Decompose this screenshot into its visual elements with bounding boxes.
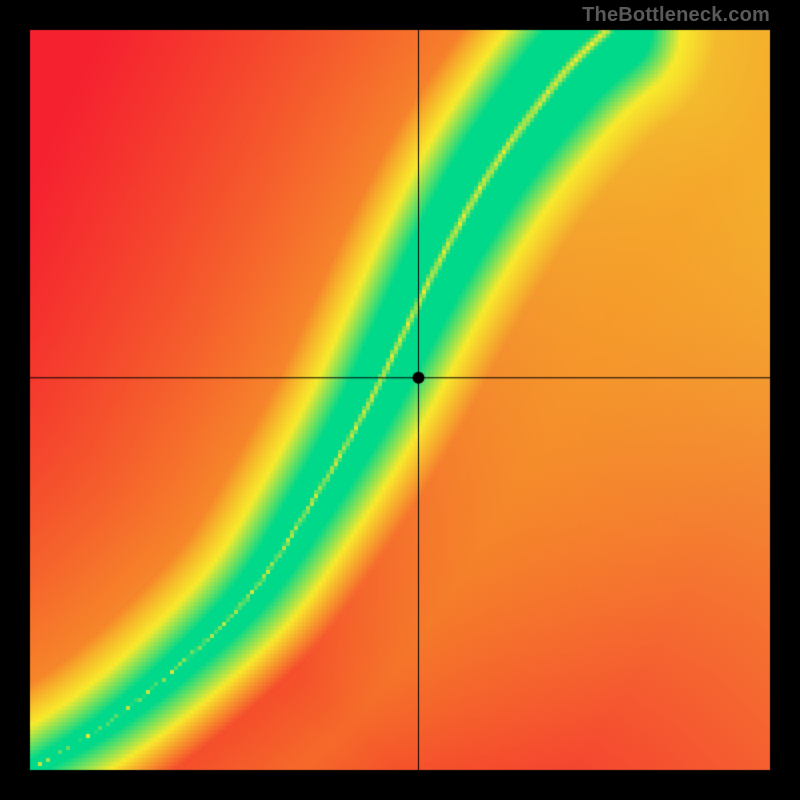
heatmap-canvas	[0, 0, 800, 800]
chart-container: TheBottleneck.com	[0, 0, 800, 800]
watermark-text: TheBottleneck.com	[582, 4, 770, 27]
